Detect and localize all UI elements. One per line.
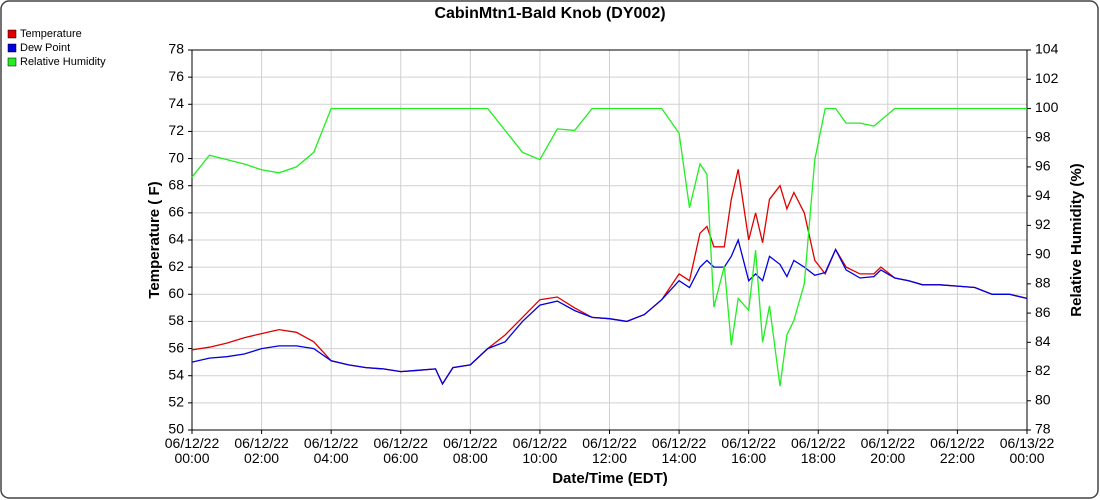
x-tick-label: 06/12/22 08:00 xyxy=(443,435,498,466)
x-tick-label: 06/12/22 18:00 xyxy=(791,435,846,466)
chart-title: CabinMtn1-Bald Knob (DY002) xyxy=(434,5,665,22)
x-tick-label: 06/12/22 04:00 xyxy=(303,435,359,466)
x-tick-label: 06/12/22 14:00 xyxy=(651,435,707,466)
y2-tick-label: 104 xyxy=(1035,41,1059,57)
y-tick-label: 64 xyxy=(168,231,184,247)
y2-tick-label: 80 xyxy=(1035,391,1051,407)
y-tick-label: 54 xyxy=(168,366,184,382)
legend-label: Relative Humidity xyxy=(20,56,106,68)
y-tick-label: 72 xyxy=(168,122,184,138)
y-tick-label: 68 xyxy=(168,176,184,192)
x-axis-label: Date/Time (EDT) xyxy=(552,470,668,487)
y2-tick-label: 100 xyxy=(1035,99,1059,115)
y-tick-label: 60 xyxy=(168,285,184,301)
y-tick-label: 52 xyxy=(168,394,184,410)
x-tick-label: 06/12/22 06:00 xyxy=(373,435,429,466)
y2-tick-label: 102 xyxy=(1035,70,1059,86)
y2-tick-label: 86 xyxy=(1035,304,1051,320)
legend-swatch xyxy=(7,43,17,53)
x-tick-label: 06/12/22 10:00 xyxy=(512,435,568,466)
y-tick-label: 70 xyxy=(168,149,184,165)
y2-tick-label: 84 xyxy=(1035,333,1051,349)
legend-label: Temperature xyxy=(20,28,82,40)
y-tick-label: 58 xyxy=(168,312,184,328)
y-tick-label: 50 xyxy=(168,421,184,437)
y-axis-label: Temperature ( F) xyxy=(146,181,163,298)
x-tick-label: 06/12/22 02:00 xyxy=(234,435,289,466)
y-tick-label: 76 xyxy=(168,68,184,84)
y-tick-label: 66 xyxy=(168,204,184,220)
x-tick-label: 06/12/22 00:00 xyxy=(164,435,220,466)
y-tick-label: 62 xyxy=(168,258,184,274)
plot-frame xyxy=(191,49,1028,431)
y2-tick-label: 98 xyxy=(1035,128,1051,144)
y2-axis-label: Relative Humidity (%) xyxy=(1068,163,1085,316)
y-tick-label: 78 xyxy=(168,41,184,57)
x-tick-label: 06/13/22 00:00 xyxy=(999,435,1055,466)
series-line xyxy=(191,237,1028,386)
y2-tick-label: 88 xyxy=(1035,275,1051,291)
x-tick-label: 06/12/22 12:00 xyxy=(582,435,637,466)
y2-tick-label: 94 xyxy=(1035,187,1051,203)
y-tick-label: 56 xyxy=(168,339,184,355)
y2-tick-label: 82 xyxy=(1035,362,1051,378)
x-tick-label: 06/12/22 20:00 xyxy=(860,435,916,466)
y2-tick-label: 96 xyxy=(1035,158,1051,174)
y2-tick-label: 92 xyxy=(1035,216,1051,232)
y2-tick-label: 90 xyxy=(1035,245,1051,261)
legend-swatch xyxy=(7,57,17,67)
x-tick-label: 06/12/22 22:00 xyxy=(930,435,985,466)
x-tick-label: 06/12/22 16:00 xyxy=(721,435,776,466)
y2-tick-label: 78 xyxy=(1035,421,1051,437)
y-tick-label: 74 xyxy=(168,95,184,111)
legend-swatch xyxy=(7,29,17,39)
series-line xyxy=(191,107,1027,387)
legend-label: Dew Point xyxy=(20,42,70,54)
